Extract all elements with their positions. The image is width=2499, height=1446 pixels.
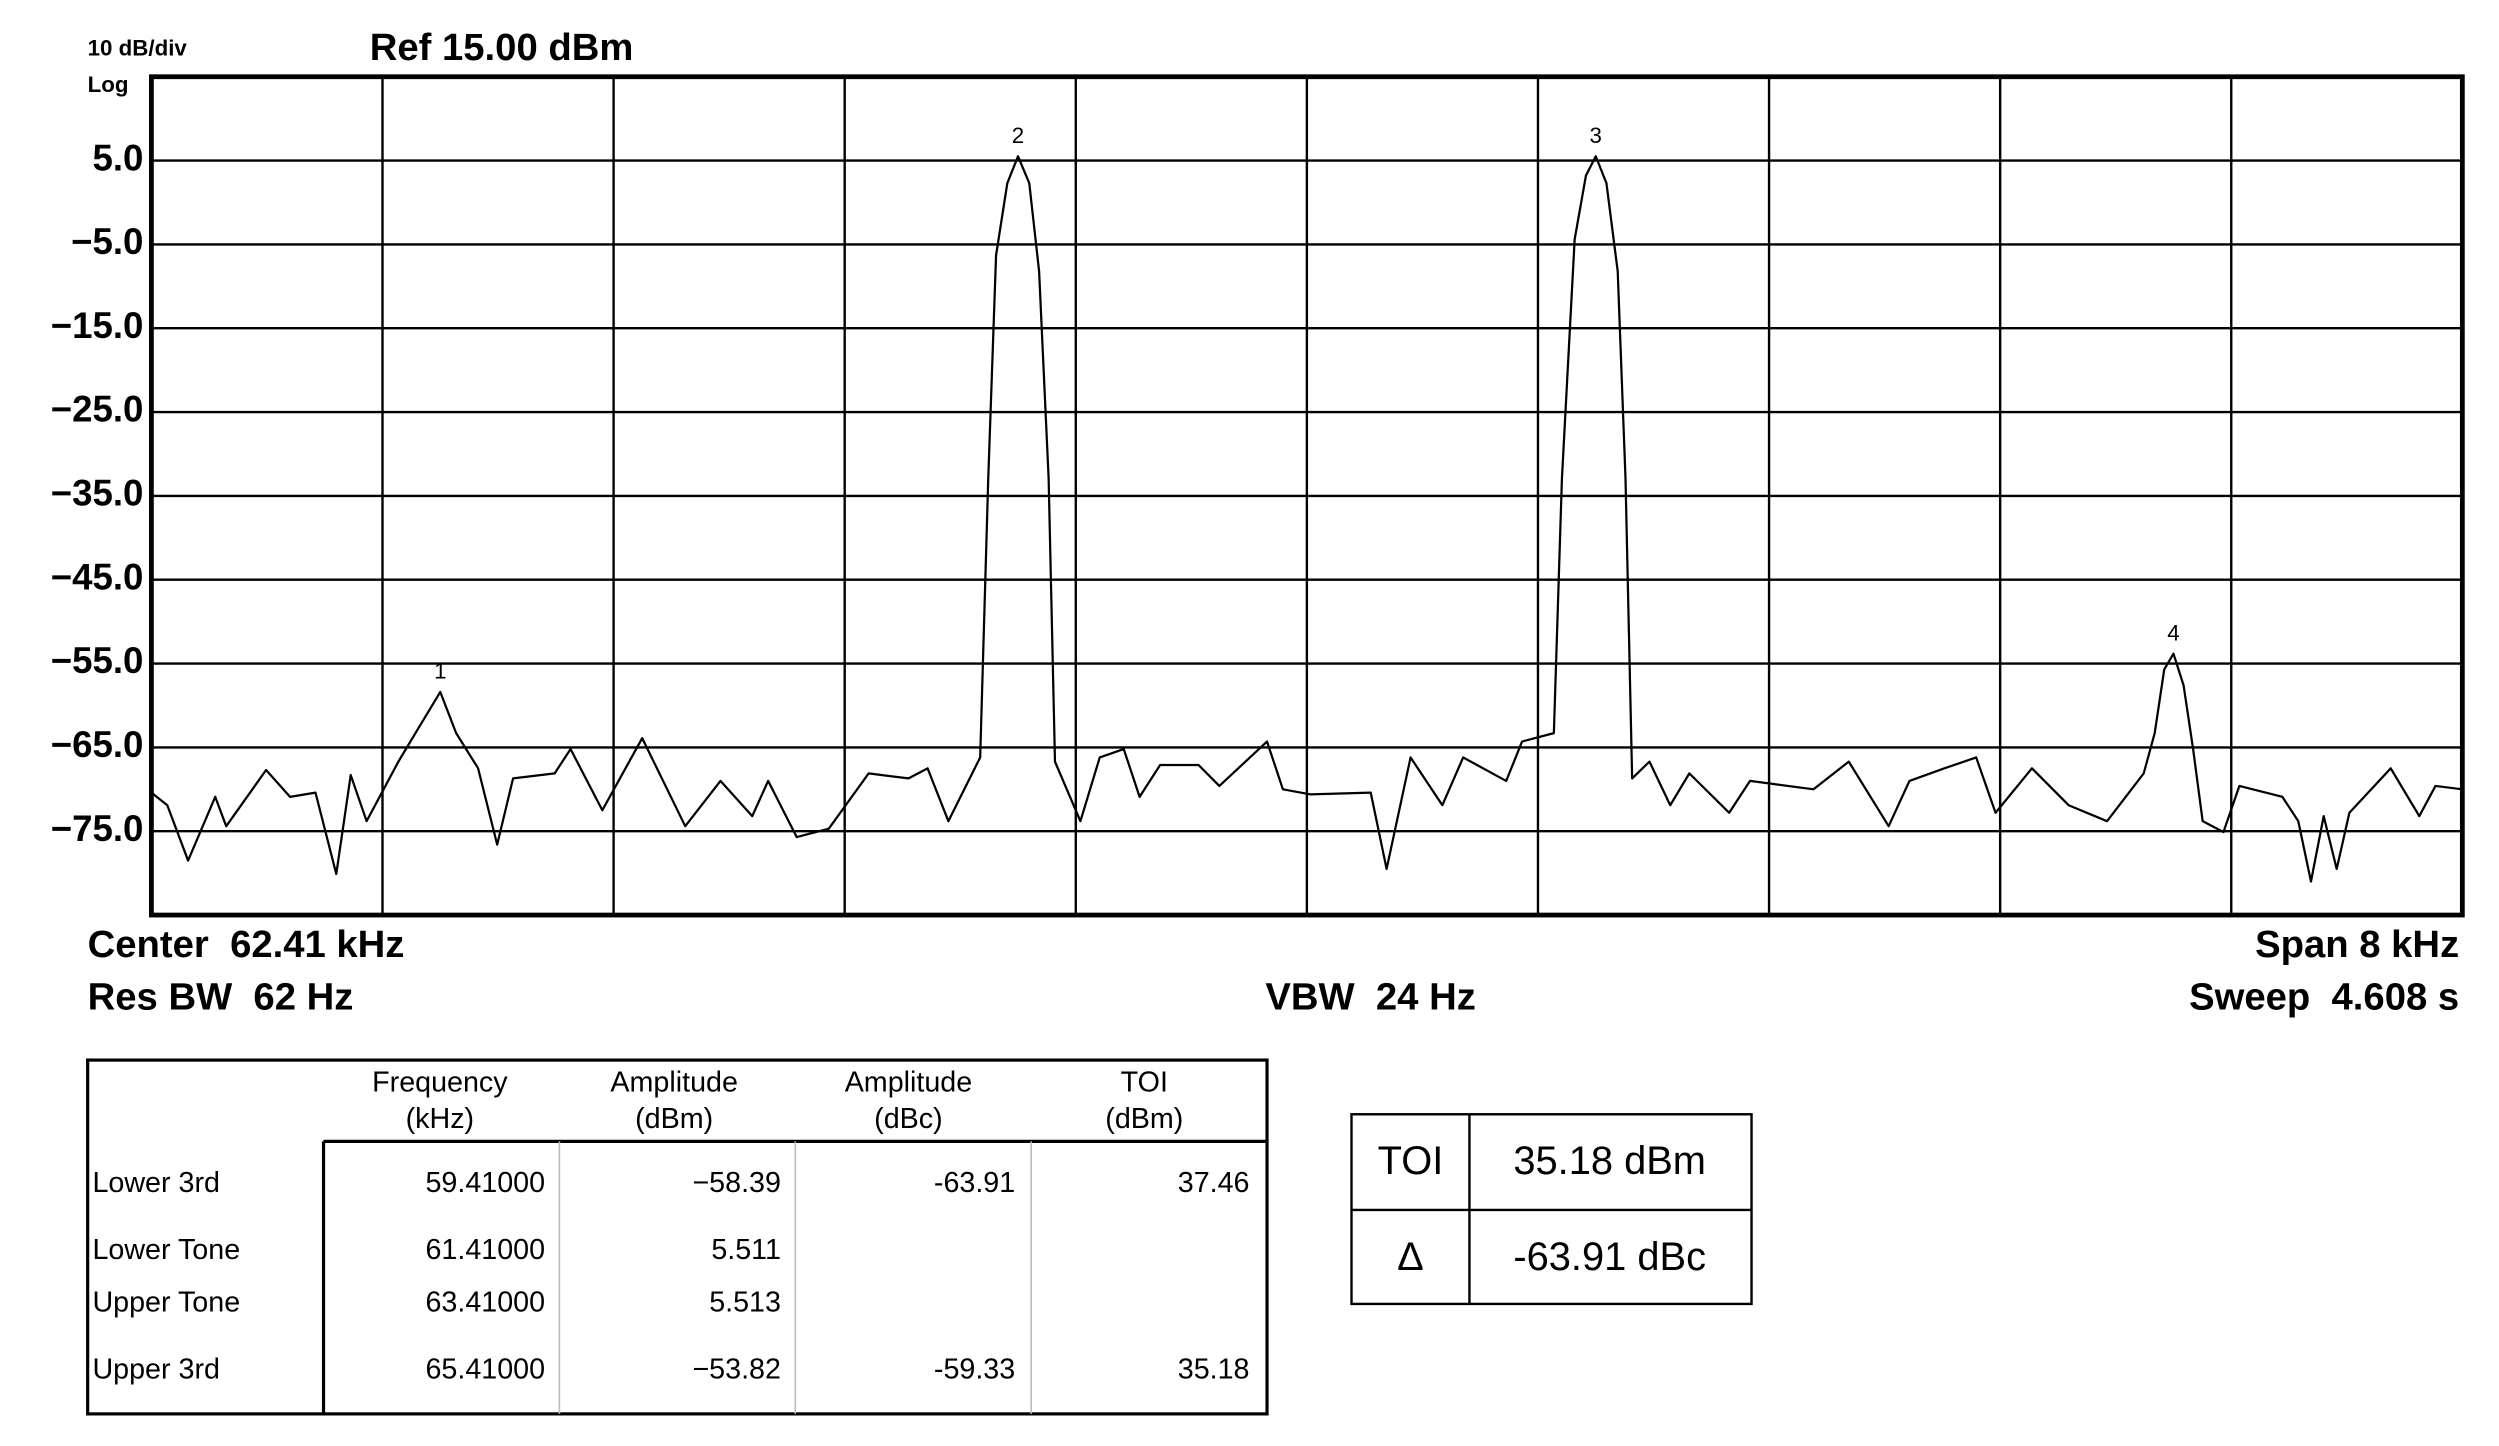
toi-cells: TOI 35.18 dBm Δ -63.91 dBc [1378,1139,1706,1279]
vbw: VBW 24 Hz [1265,976,1475,1019]
table-cell: 5.513 [709,1287,781,1319]
ref-level: Ref 15.00 dBm [370,26,634,69]
y-tick-label: −5.0 [71,221,143,262]
column-header: (dBc) [874,1103,943,1135]
table-cell: -59.33 [934,1353,1015,1385]
span: Span 8 kHz [2255,923,2459,966]
y-tick-label: −65.0 [51,724,144,765]
column-header: (kHz) [406,1103,474,1135]
center-freq: Center 62.41 kHz [88,923,405,966]
toi-value: 35.18 dBm [1513,1139,1706,1183]
row-label: Lower Tone [92,1234,240,1266]
marker-label: 3 [1590,123,1602,148]
y-tick-label: −35.0 [51,473,144,514]
row-label: Lower 3rd [92,1167,219,1199]
toi-label: TOI [1378,1139,1444,1183]
y-tick-label: −15.0 [51,305,144,346]
y-tick-label: 5.0 [93,137,144,178]
sweep: Sweep 4.608 s [2189,976,2459,1019]
trace [150,155,2463,883]
column-header: (dBm) [1105,1103,1183,1135]
marker-label: 2 [1012,123,1024,148]
table-cell: 59.41000 [425,1167,545,1199]
table-cell: 5.511 [711,1234,781,1266]
results-table: Frequency (kHz) Amplitude (dBm) Amplitude (dB… [86,1058,1269,1416]
column-header: TOI [1121,1067,1168,1099]
res-bw: Res BW 62 Hz [88,976,354,1019]
table-cell: 61.41000 [425,1234,545,1266]
table-cells: Frequency (kHz) Amplitude (dBm) Amplitude (dB… [92,1067,1249,1386]
table-cell: 65.41000 [425,1353,545,1385]
toi-box: TOI 35.18 dBm Δ -63.91 dBc [1350,1113,1753,1306]
marker-label: 4 [2167,620,2179,645]
table-cell: 37.46 [1178,1167,1250,1199]
scale-label: 10 dB/div [88,36,188,61]
table-cell: 63.41000 [425,1287,545,1319]
plot-area: 5.0 −5.0 −15.0 −25.0 −35.0 −45.0 −55.0 −65.0 −75… [51,74,2465,918]
y-tick-label: −25.0 [51,389,144,430]
plot-frame [149,74,2465,918]
y-tick-label: −75.0 [51,808,144,849]
row-label: Upper Tone [92,1287,240,1319]
table-cell: −58.39 [692,1167,781,1199]
y-tick-label: −55.0 [51,640,144,681]
column-header: Amplitude [845,1067,973,1099]
table-frame [86,1058,1269,1416]
table-cell: 35.18 [1178,1353,1250,1385]
toi-value: -63.91 dBc [1513,1235,1706,1279]
row-label: Upper 3rd [92,1353,219,1385]
column-header: Frequency [372,1067,508,1099]
column-header: (dBm) [635,1103,713,1135]
y-tick-label: −45.0 [51,556,144,597]
toi-label: Δ [1397,1235,1424,1279]
table-cell: -63.91 [934,1167,1015,1199]
column-header: Amplitude [610,1067,738,1099]
table-cell: −53.82 [692,1353,781,1385]
marker-label: 1 [434,659,446,684]
scale-type: Log [88,72,129,97]
